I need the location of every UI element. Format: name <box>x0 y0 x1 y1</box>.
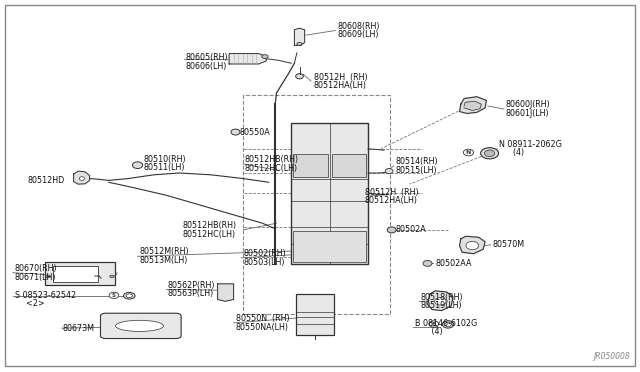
Ellipse shape <box>109 292 119 298</box>
Text: 80606(LH): 80606(LH) <box>186 62 227 71</box>
Ellipse shape <box>126 294 132 298</box>
Text: 80512HA(LH): 80512HA(LH) <box>314 81 367 90</box>
Text: 80512HC(LH): 80512HC(LH) <box>244 164 298 173</box>
Text: 80512HC(LH): 80512HC(LH) <box>182 230 236 239</box>
Ellipse shape <box>297 42 302 45</box>
Text: 80502AA: 80502AA <box>435 259 472 268</box>
Ellipse shape <box>423 260 432 266</box>
Text: (4): (4) <box>424 327 442 336</box>
Text: 80670(RH): 80670(RH) <box>15 264 58 273</box>
Bar <box>53 266 98 282</box>
Text: 80601J(LH): 80601J(LH) <box>506 109 549 118</box>
Text: 80519(LH): 80519(LH) <box>420 301 462 310</box>
Ellipse shape <box>116 320 164 331</box>
Polygon shape <box>229 54 266 64</box>
Ellipse shape <box>445 322 451 327</box>
FancyBboxPatch shape <box>100 313 181 339</box>
Text: 80608(RH): 80608(RH) <box>338 22 380 31</box>
Text: S 08523-62542: S 08523-62542 <box>15 291 76 300</box>
Polygon shape <box>460 236 485 254</box>
Bar <box>296 294 334 335</box>
Polygon shape <box>74 171 90 184</box>
Ellipse shape <box>484 150 495 157</box>
Text: 80600J(RH): 80600J(RH) <box>506 100 550 109</box>
Ellipse shape <box>435 298 446 305</box>
Text: B 08146-6102G: B 08146-6102G <box>415 319 477 328</box>
Text: 80673M: 80673M <box>63 324 95 333</box>
Text: 80512H  (RH): 80512H (RH) <box>314 73 367 81</box>
Text: N: N <box>466 150 471 155</box>
Text: 80570M: 80570M <box>493 240 525 249</box>
Ellipse shape <box>463 149 474 156</box>
Ellipse shape <box>132 162 143 169</box>
Ellipse shape <box>429 321 439 327</box>
Bar <box>332 154 366 177</box>
Text: <2>: <2> <box>21 299 45 308</box>
Text: (4): (4) <box>508 148 524 157</box>
Text: 80515(LH): 80515(LH) <box>396 166 437 175</box>
Ellipse shape <box>231 129 240 135</box>
Text: 80512HB(RH): 80512HB(RH) <box>182 221 237 230</box>
Text: 80512M(RH): 80512M(RH) <box>140 247 189 256</box>
Polygon shape <box>218 284 234 301</box>
Text: 80502A: 80502A <box>396 225 426 234</box>
Text: 80512HA(LH): 80512HA(LH) <box>365 196 418 205</box>
Text: 80502(RH): 80502(RH) <box>243 249 286 258</box>
Ellipse shape <box>296 74 303 79</box>
Text: 80609(LH): 80609(LH) <box>338 30 380 39</box>
Text: 80518(RH): 80518(RH) <box>420 293 463 302</box>
Ellipse shape <box>387 227 396 233</box>
Text: 80513M(LH): 80513M(LH) <box>140 256 188 265</box>
Ellipse shape <box>79 177 84 180</box>
Bar <box>293 154 328 177</box>
Text: 80550N  (RH): 80550N (RH) <box>236 314 289 323</box>
Text: 80512HD: 80512HD <box>28 176 65 185</box>
Ellipse shape <box>481 148 499 159</box>
Text: 80605(RH): 80605(RH) <box>186 53 228 62</box>
Text: 80550A: 80550A <box>240 128 271 137</box>
Text: S: S <box>112 293 116 298</box>
Polygon shape <box>464 101 481 110</box>
Text: B: B <box>432 321 436 327</box>
Bar <box>293 231 366 262</box>
Polygon shape <box>460 97 486 113</box>
Text: 80503(LH): 80503(LH) <box>243 258 285 267</box>
Ellipse shape <box>110 275 115 278</box>
Ellipse shape <box>442 321 454 328</box>
Text: 80514(RH): 80514(RH) <box>396 157 438 166</box>
Bar <box>291 123 368 264</box>
Ellipse shape <box>385 169 393 174</box>
Text: 80671(LH): 80671(LH) <box>15 273 56 282</box>
Ellipse shape <box>124 292 135 299</box>
Text: 80563P(LH): 80563P(LH) <box>168 289 214 298</box>
Ellipse shape <box>46 275 51 278</box>
Text: 80510(RH): 80510(RH) <box>144 155 187 164</box>
Bar <box>243 95 390 314</box>
Text: N 08911-2062G: N 08911-2062G <box>499 140 562 149</box>
Ellipse shape <box>262 55 268 58</box>
Text: 80550NA(LH): 80550NA(LH) <box>236 323 289 332</box>
Text: 80511(LH): 80511(LH) <box>144 163 186 172</box>
Ellipse shape <box>466 241 479 250</box>
Bar <box>45 262 115 285</box>
Polygon shape <box>294 28 305 45</box>
Polygon shape <box>428 291 453 311</box>
Text: JR050008: JR050008 <box>594 352 630 361</box>
Text: 80512H  (RH): 80512H (RH) <box>365 188 419 197</box>
Text: 80512HB(RH): 80512HB(RH) <box>244 155 299 164</box>
Text: 80562P(RH): 80562P(RH) <box>168 281 215 290</box>
